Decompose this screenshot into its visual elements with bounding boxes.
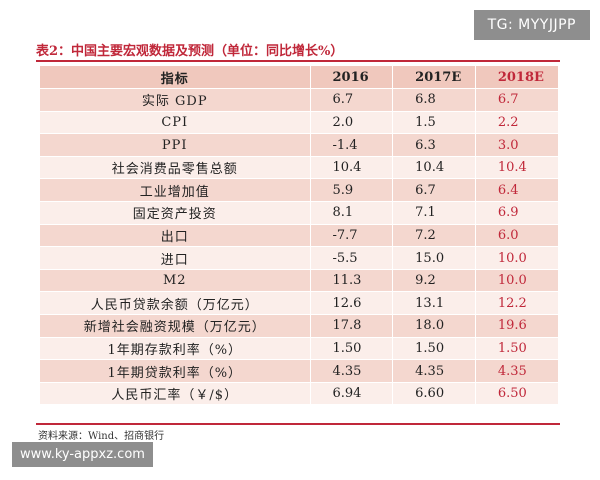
cell-2017e: 6.60 — [392, 382, 476, 406]
cell-2016: -5.5 — [309, 246, 393, 270]
cell-2018e: 1.50 — [474, 337, 558, 361]
cell-2018e: 4.35 — [474, 359, 558, 383]
cell-2016: 5.9 — [309, 178, 393, 203]
cell-2018e: 19.6 — [474, 314, 558, 338]
header-indicator: 指标 — [40, 66, 310, 90]
header-2016: 2016 — [309, 66, 393, 90]
table-caption: 表2：中国主要宏观数据及预测（单位：同比增长%） — [36, 44, 344, 59]
cell-2018e: 6.50 — [474, 382, 558, 406]
watermark-bottom: www.ky-appxz.com — [12, 442, 153, 467]
cell-2018e: 6.4 — [474, 178, 558, 203]
source-note: 资料来源：Wind、招商银行 — [38, 431, 165, 442]
cell-2018e: 6.7 — [474, 88, 558, 112]
cell-2016: 8.1 — [309, 201, 393, 225]
table-row: 进口 -5.5 15.0 10.0 — [40, 246, 558, 270]
cell-indicator: CPI — [40, 111, 310, 135]
cell-indicator: 社会消费品零售总额 — [40, 156, 310, 180]
table-row: 固定资产投资 8.1 7.1 6.9 — [40, 201, 558, 225]
table-row: 工业增加值 5.9 6.7 6.4 — [40, 178, 558, 203]
cell-2017e: 7.2 — [392, 224, 476, 248]
cell-indicator: 人民币贷款余额（万亿元） — [40, 291, 310, 316]
cell-2017e: 6.7 — [392, 178, 476, 203]
cell-2017e: 10.4 — [392, 156, 476, 180]
cell-indicator: 固定资产投资 — [40, 201, 310, 225]
cell-indicator: M2 — [40, 269, 310, 293]
table-header-row: 指标 2016 2017E 2018E — [40, 66, 558, 90]
cell-2016: 2.0 — [309, 111, 393, 135]
cell-2017e: 9.2 — [392, 269, 476, 293]
cell-2018e: 10.0 — [474, 269, 558, 293]
cell-2017e: 6.8 — [392, 88, 476, 112]
cell-indicator: 工业增加值 — [40, 178, 310, 203]
cell-2018e: 6.0 — [474, 224, 558, 248]
cell-2016: -1.4 — [309, 133, 393, 157]
cell-2016: 1.50 — [309, 337, 393, 361]
cell-indicator: 1年期存款利率（%） — [40, 337, 310, 361]
cell-indicator: 1年期贷款利率（%） — [40, 359, 310, 383]
header-2017e: 2017E — [392, 66, 476, 90]
cell-indicator: 新增社会融资规模（万亿元） — [40, 314, 310, 338]
cell-2016: 11.3 — [309, 269, 393, 293]
table-row: 新增社会融资规模（万亿元） 17.8 18.0 19.6 — [40, 314, 558, 338]
table-row: 1年期存款利率（%） 1.50 1.50 1.50 — [40, 337, 558, 361]
cell-2016: 10.4 — [309, 156, 393, 180]
cell-2016: 6.7 — [309, 88, 393, 112]
cell-2016: 6.94 — [309, 382, 393, 406]
table-row: 社会消费品零售总额 10.4 10.4 10.4 — [40, 156, 558, 180]
cell-2016: 4.35 — [309, 359, 393, 383]
table-row: M2 11.3 9.2 10.0 — [40, 269, 558, 293]
cell-2018e: 10.0 — [474, 246, 558, 270]
cell-2017e: 4.35 — [392, 359, 476, 383]
cell-2017e: 7.1 — [392, 201, 476, 225]
cell-indicator: 人民币汇率（￥/$） — [40, 382, 310, 406]
cell-2016: 12.6 — [309, 291, 393, 316]
table-row: CPI 2.0 1.5 2.2 — [40, 111, 558, 135]
cell-2017e: 18.0 — [392, 314, 476, 338]
macro-data-table: 指标 2016 2017E 2018E 实际 GDP 6.7 6.8 6.7 CPI 2.… — [40, 66, 558, 406]
cell-2018e: 10.4 — [474, 156, 558, 180]
table-row: PPI -1.4 6.3 3.0 — [40, 133, 558, 157]
cell-indicator: 进口 — [40, 246, 310, 270]
cell-indicator: 出口 — [40, 224, 310, 248]
table-row: 人民币汇率（￥/$） 6.94 6.60 6.50 — [40, 382, 558, 406]
table-row: 实际 GDP 6.7 6.8 6.7 — [40, 88, 558, 112]
cell-2017e: 6.3 — [392, 133, 476, 157]
header-2018e: 2018E — [474, 66, 558, 90]
table-bottom-rule — [36, 423, 560, 425]
cell-2018e: 3.0 — [474, 133, 558, 157]
watermark-top: TG: MYYJJPP — [473, 10, 590, 40]
cell-2018e: 12.2 — [474, 291, 558, 316]
cell-indicator: 实际 GDP — [40, 88, 310, 112]
cell-2016: -7.7 — [309, 224, 393, 248]
cell-2018e: 2.2 — [474, 111, 558, 135]
cell-2017e: 15.0 — [392, 246, 476, 270]
cell-2017e: 1.5 — [392, 111, 476, 135]
table-row: 人民币贷款余额（万亿元） 12.6 13.1 12.2 — [40, 291, 558, 316]
table-body: 实际 GDP 6.7 6.8 6.7 CPI 2.0 1.5 2.2 PPI -1.4 6.3 3.0… — [40, 88, 558, 406]
caption-rule — [36, 60, 560, 62]
cell-2018e: 6.9 — [474, 201, 558, 225]
cell-2017e: 13.1 — [392, 291, 476, 316]
cell-2016: 17.8 — [309, 314, 393, 338]
table-row: 1年期贷款利率（%） 4.35 4.35 4.35 — [40, 359, 558, 383]
table-row: 出口 -7.7 7.2 6.0 — [40, 224, 558, 248]
cell-2017e: 1.50 — [392, 337, 476, 361]
cell-indicator: PPI — [40, 133, 310, 157]
